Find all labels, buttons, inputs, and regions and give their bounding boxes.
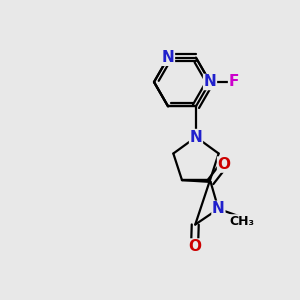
Text: O: O bbox=[188, 239, 201, 254]
Text: O: O bbox=[218, 157, 231, 172]
Text: N: N bbox=[190, 130, 202, 145]
Text: N: N bbox=[212, 201, 225, 216]
Text: N: N bbox=[162, 50, 174, 65]
Text: F: F bbox=[229, 74, 239, 89]
Text: CH₃: CH₃ bbox=[230, 215, 255, 228]
Text: N: N bbox=[204, 74, 216, 89]
